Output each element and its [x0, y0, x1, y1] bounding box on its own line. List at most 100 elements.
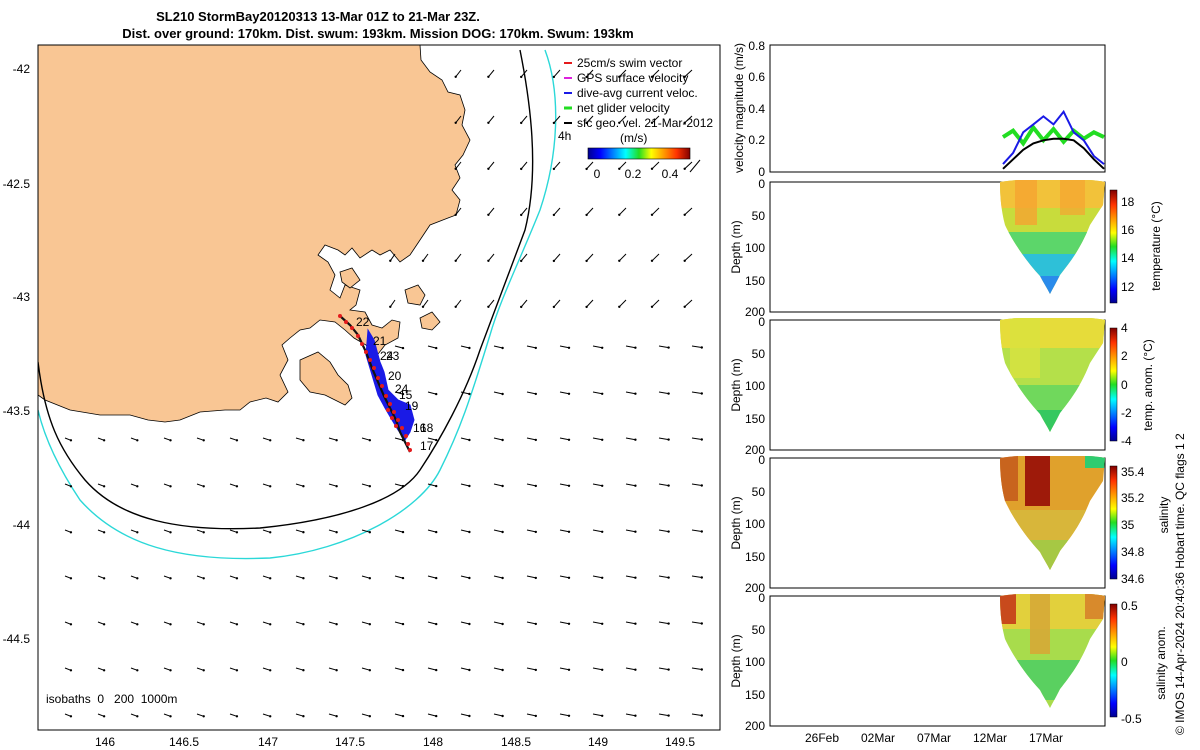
swim-vector-point: [390, 416, 394, 420]
current-vector-head: [102, 577, 106, 580]
current-vector: [295, 483, 304, 487]
temperature-panel: 18 16 14 12 temperature (°C) Depth (m) 0…: [729, 177, 1163, 319]
current-vector-head: [235, 669, 239, 672]
current-vector: [295, 575, 304, 579]
current-vector: [262, 437, 271, 441]
velocity-colorbar-tick: 0.2: [625, 167, 642, 181]
current-vector: [427, 345, 437, 349]
current-vector: [618, 207, 627, 216]
current-vector-head: [501, 576, 504, 580]
current-vector: [488, 69, 495, 78]
current-vector: [422, 299, 429, 308]
current-vector-head: [567, 438, 571, 441]
day-label: 20: [388, 369, 402, 383]
current-vector-head: [401, 576, 405, 580]
current-vector-head: [435, 484, 438, 488]
sanom-cbar-tick: 0.5: [1121, 599, 1138, 613]
current-vector: [493, 621, 503, 625]
current-vector-head: [683, 75, 686, 79]
current-vector-head: [520, 259, 523, 263]
current-vector: [262, 483, 271, 487]
current-vector: [520, 69, 528, 78]
current-vector-head: [302, 531, 305, 534]
current-vector-head: [567, 484, 571, 487]
current-vector-head: [468, 576, 471, 580]
current-vector-head: [235, 531, 239, 534]
current-vector-head: [552, 305, 556, 309]
current-vector-head: [683, 259, 686, 262]
current-vector-head: [585, 305, 588, 309]
current-vector-head: [634, 484, 637, 487]
current-vector: [361, 529, 370, 533]
current-vector-head: [435, 668, 438, 672]
current-vector-head: [487, 167, 490, 170]
current-vector-head: [421, 259, 425, 262]
temp-cbar-tick: 14: [1121, 251, 1135, 265]
map-x-tick: 146: [95, 735, 115, 749]
salinity-anomaly-cbar-label: salinity anom.: [1154, 626, 1168, 699]
current-vector-head: [102, 623, 106, 626]
swim-vector-point: [396, 418, 400, 422]
velocity-series-line: [1002, 109, 1105, 165]
current-vector: [592, 483, 603, 487]
current-vector-head: [650, 259, 654, 262]
swim-vector-point: [406, 442, 410, 446]
current-vector: [394, 575, 404, 579]
current-vector: [493, 391, 503, 395]
current-vector: [559, 483, 570, 487]
salinity-anomaly-colorbar: [1109, 603, 1118, 718]
map-panel: 22 21 24 23 20 24 15 19 16 18 17 isobath…: [3, 44, 721, 749]
isobath-1000: [38, 49, 557, 560]
current-vector: [658, 529, 669, 533]
current-vector-head: [302, 669, 305, 672]
current-vector: [658, 483, 669, 487]
temp-cbar-tick: 18: [1121, 195, 1135, 209]
current-vector: [427, 529, 437, 533]
current-vector-head: [269, 439, 272, 442]
current-vector-head: [487, 259, 490, 262]
day-label: 16: [413, 421, 427, 435]
current-vector: [328, 621, 337, 625]
current-vector-head: [302, 715, 305, 718]
current-vector: [295, 667, 304, 671]
current-vector: [229, 483, 238, 487]
current-vector-head: [269, 485, 272, 488]
swim-vector-point: [360, 342, 364, 346]
tanom-cbar-tick: -4: [1121, 434, 1132, 448]
current-vector: [394, 529, 404, 533]
current-vector-head: [683, 167, 686, 170]
depth-tick: 200: [745, 581, 765, 595]
current-vector-head: [368, 623, 371, 626]
current-vector-head: [534, 484, 537, 488]
day-label: 22: [356, 315, 370, 329]
current-vector: [488, 299, 495, 308]
current-vector-head: [501, 668, 504, 672]
current-vector: [361, 667, 370, 671]
swim-vector-point: [388, 402, 392, 406]
current-vector-head: [501, 346, 504, 350]
current-vector: [229, 713, 238, 717]
current-vector: [526, 529, 536, 533]
title-line1: SL210 StormBay20120313 13-Mar 01Z to 21-…: [156, 9, 480, 24]
current-vector: [460, 529, 470, 533]
current-vector: [394, 667, 404, 671]
day-labels: 22 21 24 23 20 24 15 19 16 18 17: [356, 315, 434, 453]
depth-tick: 200: [745, 443, 765, 457]
current-vector-head: [202, 485, 205, 488]
current-vector: [493, 345, 503, 349]
current-vector-head: [169, 531, 172, 534]
depth-label: Depth (m): [729, 496, 743, 549]
current-vector-head: [235, 623, 239, 626]
current-vector-head: [534, 392, 537, 396]
legend-net-velocity: net glider velocity: [577, 101, 670, 115]
current-vector-head: [401, 668, 405, 672]
current-vector-head: [534, 714, 537, 718]
current-vector: [658, 437, 669, 441]
depth-label: Depth (m): [729, 358, 743, 411]
day-label: 19: [405, 399, 419, 413]
map-x-tick: 149.5: [665, 735, 695, 749]
current-vector-head: [435, 346, 438, 350]
current-vector-head: [667, 668, 670, 671]
current-vector-head: [335, 439, 338, 442]
current-vector-head: [534, 530, 537, 534]
